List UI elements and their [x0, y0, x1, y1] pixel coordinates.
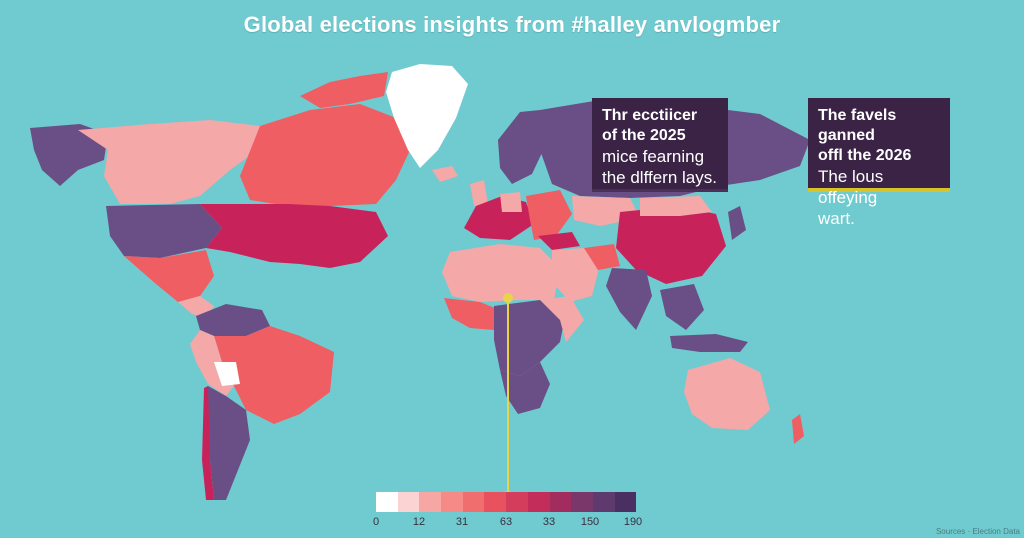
legend-swatch	[441, 492, 463, 512]
legend-swatch	[397, 492, 420, 512]
source-credit: Sources · Election Data	[935, 527, 1020, 536]
region-southern-africa	[500, 362, 550, 414]
region-alaska	[30, 124, 108, 186]
legend-tick: 190	[623, 516, 643, 528]
legend-swatch	[419, 492, 442, 512]
region-japan	[728, 206, 746, 240]
region-iceland	[432, 166, 458, 182]
legend-tick: 31	[455, 516, 469, 528]
card-heading-line2: offl the 2026	[818, 147, 912, 164]
legend-tick: 0	[372, 516, 380, 528]
region-usa-west	[106, 204, 222, 258]
region-greenland	[386, 64, 468, 168]
legend-tick: 33	[542, 516, 556, 528]
region-new-zealand	[792, 414, 804, 444]
legend-tick: 12	[412, 516, 426, 528]
region-scandinavia	[498, 110, 548, 184]
region-eastern-europe	[526, 190, 572, 240]
legend-swatch	[592, 492, 615, 512]
info-card-2026: The favels ganned offl the 2026 The lous…	[808, 98, 950, 228]
region-brazil	[214, 326, 334, 424]
region-turkey	[538, 232, 580, 250]
region-germany	[500, 192, 522, 212]
region-australia	[684, 358, 770, 430]
card-heading-line1: Thr ecctiicer	[602, 107, 698, 124]
region-north-africa	[442, 244, 560, 302]
region-bolivia	[214, 362, 240, 386]
card-body-line1: mice fearning	[602, 147, 705, 166]
region-chile	[202, 386, 214, 500]
legend-swatch	[506, 492, 528, 512]
pointer-dot-top	[503, 293, 513, 303]
region-india	[606, 268, 652, 330]
region-usa-east	[200, 204, 388, 268]
region-middle-east	[552, 248, 600, 302]
region-uk	[470, 180, 488, 206]
region-canada-east	[240, 104, 410, 206]
map-title: Global elections insights from #halley a…	[243, 12, 781, 37]
legend-tick: 63	[499, 516, 513, 528]
legend-swatch	[571, 492, 593, 512]
region-east-africa	[540, 296, 584, 342]
legend-swatch	[376, 492, 398, 512]
card-body-line2: the dlffern lays.	[602, 168, 717, 187]
region-southeast-asia	[660, 284, 704, 330]
region-colombia-venezuela	[196, 304, 270, 336]
legend-swatch	[484, 492, 507, 512]
legend-swatch	[614, 492, 637, 512]
region-indonesia	[670, 334, 748, 352]
region-mexico	[124, 250, 214, 302]
region-mongolia	[640, 196, 712, 216]
region-arctic-islands	[300, 72, 388, 108]
legend-tick: 150	[580, 516, 600, 528]
region-canada-west	[78, 120, 260, 204]
card-heading-line2: of the 2025	[602, 127, 686, 144]
region-west-africa	[444, 298, 500, 330]
color-scale-legend	[376, 492, 637, 512]
info-card-2025: Thr ecctiicer of the 2025 mice fearning …	[592, 98, 728, 192]
region-china	[616, 206, 726, 284]
card-body-line1: The lous offeying	[818, 167, 884, 207]
region-central-africa	[494, 300, 566, 376]
legend-swatch	[527, 492, 550, 512]
region-iran	[584, 244, 620, 270]
legend-swatch	[462, 492, 485, 512]
card-body-line2: wart.	[818, 209, 855, 228]
legend-swatch	[549, 492, 572, 512]
card-heading-line1: The favels ganned	[818, 107, 897, 144]
region-argentina	[206, 386, 250, 500]
